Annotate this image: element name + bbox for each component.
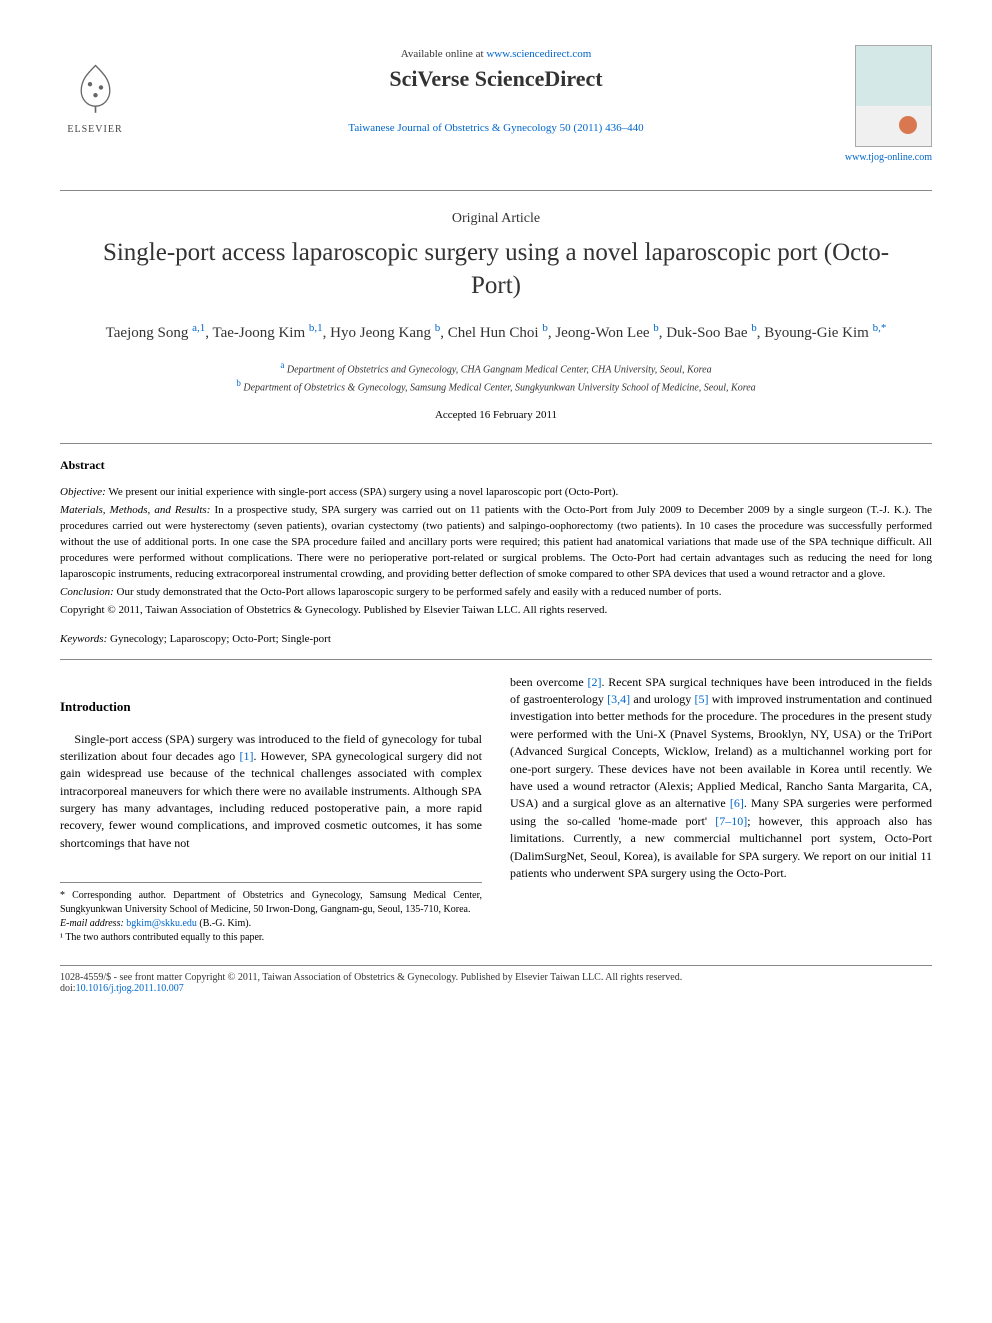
keywords-list: Gynecology; Laparoscopy; Octo-Port; Sing… [110,633,331,645]
affiliation-a: a Department of Obstetrics and Gynecolog… [60,359,932,377]
doi-label: doi: [60,983,76,994]
objective-label: Objective: [60,486,106,498]
header: ELSEVIER Available online at www.science… [60,40,932,191]
abstract-conclusion: Conclusion: Our study demonstrated that … [60,585,932,601]
body-columns: Introduction Single-port access (SPA) su… [60,674,932,946]
abstract-copyright: Copyright © 2011, Taiwan Association of … [60,603,932,619]
footer-doi: doi:10.1016/j.tjog.2011.10.007 [60,983,932,994]
affiliation-a-text: Department of Obstetrics and Gynecology,… [287,364,712,375]
header-center: Available online at www.sciencedirect.co… [60,40,932,134]
footer: 1028-4559/$ - see front matter Copyright… [60,965,932,994]
journal-cover-thumbnail[interactable] [855,45,932,147]
article-type: Original Article [60,211,932,227]
article-title: Single-port access laparoscopic surgery … [100,237,892,302]
tjog-online-link[interactable]: www.tjog-online.com [845,152,932,163]
abstract-objective: Objective: We present our initial experi… [60,485,932,501]
author-list: Taejong Song a,1, Tae-Joong Kim b,1, Hyo… [80,320,912,345]
elsevier-label: ELSEVIER [60,124,130,135]
intro-para-1: Single-port access (SPA) surgery was int… [60,731,482,853]
conclusion-text: Our study demonstrated that the Octo-Por… [117,586,722,598]
elsevier-logo: ELSEVIER [60,60,130,135]
corresponding-author-note: * Corresponding author. Department of Ob… [60,889,482,917]
equal-contribution-note: ¹ The two authors contributed equally to… [60,931,482,945]
objective-text: We present our initial experience with s… [108,486,618,498]
abstract-heading: Abstract [60,458,932,473]
methods-label: Materials, Methods, and Results: [60,504,210,516]
conclusion-label: Conclusion: [60,586,114,598]
column-left: Introduction Single-port access (SPA) su… [60,674,482,946]
email-line: E-mail address: bgkim@skku.edu (B.-G. Ki… [60,917,482,931]
intro-para-2: been overcome [2]. Recent SPA surgical t… [510,674,932,883]
column-right: been overcome [2]. Recent SPA surgical t… [510,674,932,946]
doi-link[interactable]: 10.1016/j.tjog.2011.10.007 [76,983,184,994]
affiliation-b-text: Department of Obstetrics & Gynecology, S… [243,382,755,393]
keywords: Keywords: Gynecology; Laparoscopy; Octo-… [60,633,932,645]
affiliation-b: b Department of Obstetrics & Gynecology,… [60,377,932,395]
available-online: Available online at www.sciencedirect.co… [60,48,932,60]
available-prefix: Available online at [401,48,487,60]
article-page: ELSEVIER Available online at www.science… [0,0,992,1323]
cover-dot-icon [899,116,917,134]
rule-top [60,443,932,444]
sciverse-brand: SciVerse ScienceDirect [60,66,932,92]
rule-bottom [60,659,932,660]
keywords-label: Keywords: [60,633,107,645]
accepted-date: Accepted 16 February 2011 [60,409,932,421]
footnotes: * Corresponding author. Department of Ob… [60,882,482,945]
abstract-methods: Materials, Methods, and Results: In a pr… [60,503,932,583]
sciencedirect-link[interactable]: www.sciencedirect.com [486,48,591,60]
journal-reference[interactable]: Taiwanese Journal of Obstetrics & Gyneco… [60,122,932,134]
abstract-body: Objective: We present our initial experi… [60,485,932,619]
email-label: E-mail address: [60,918,124,929]
affiliations: a Department of Obstetrics and Gynecolog… [60,359,932,396]
email-link[interactable]: bgkim@skku.edu [126,918,197,929]
elsevier-tree-icon [68,60,123,115]
email-name: (B.-G. Kim). [199,918,251,929]
sciverse-logo-text: SciVerse ScienceDirect [389,66,602,91]
introduction-heading: Introduction [60,698,482,717]
footer-copyright: 1028-4559/$ - see front matter Copyright… [60,972,932,983]
